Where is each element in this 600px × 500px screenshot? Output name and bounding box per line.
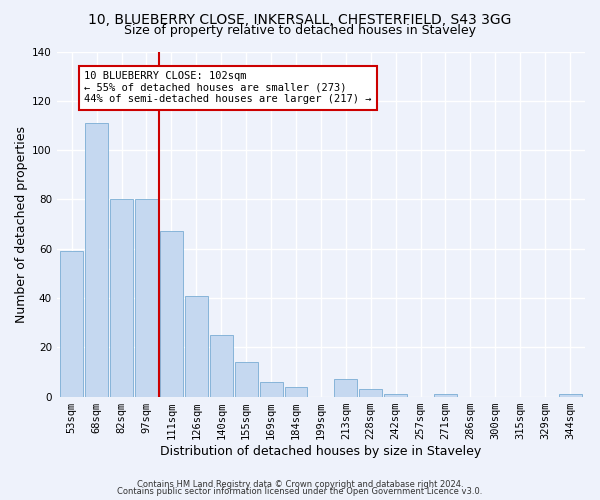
Bar: [284, 386, 307, 396]
Text: 10, BLUEBERRY CLOSE, INKERSALL, CHESTERFIELD, S43 3GG: 10, BLUEBERRY CLOSE, INKERSALL, CHESTERF…: [88, 12, 512, 26]
Text: Contains public sector information licensed under the Open Government Licence v3: Contains public sector information licen…: [118, 487, 482, 496]
Bar: [60, 251, 83, 396]
Bar: [135, 200, 158, 396]
Y-axis label: Number of detached properties: Number of detached properties: [15, 126, 28, 322]
Bar: [185, 296, 208, 396]
Bar: [434, 394, 457, 396]
Text: Size of property relative to detached houses in Staveley: Size of property relative to detached ho…: [124, 24, 476, 37]
Text: 10 BLUEBERRY CLOSE: 102sqm
← 55% of detached houses are smaller (273)
44% of sem: 10 BLUEBERRY CLOSE: 102sqm ← 55% of deta…: [84, 71, 371, 104]
Bar: [559, 394, 581, 396]
Text: Contains HM Land Registry data © Crown copyright and database right 2024.: Contains HM Land Registry data © Crown c…: [137, 480, 463, 489]
Bar: [110, 200, 133, 396]
Bar: [210, 335, 233, 396]
Bar: [260, 382, 283, 396]
Bar: [235, 362, 257, 396]
Bar: [384, 394, 407, 396]
Bar: [160, 232, 183, 396]
Bar: [359, 389, 382, 396]
X-axis label: Distribution of detached houses by size in Staveley: Distribution of detached houses by size …: [160, 444, 482, 458]
Bar: [85, 123, 108, 396]
Bar: [334, 380, 357, 396]
